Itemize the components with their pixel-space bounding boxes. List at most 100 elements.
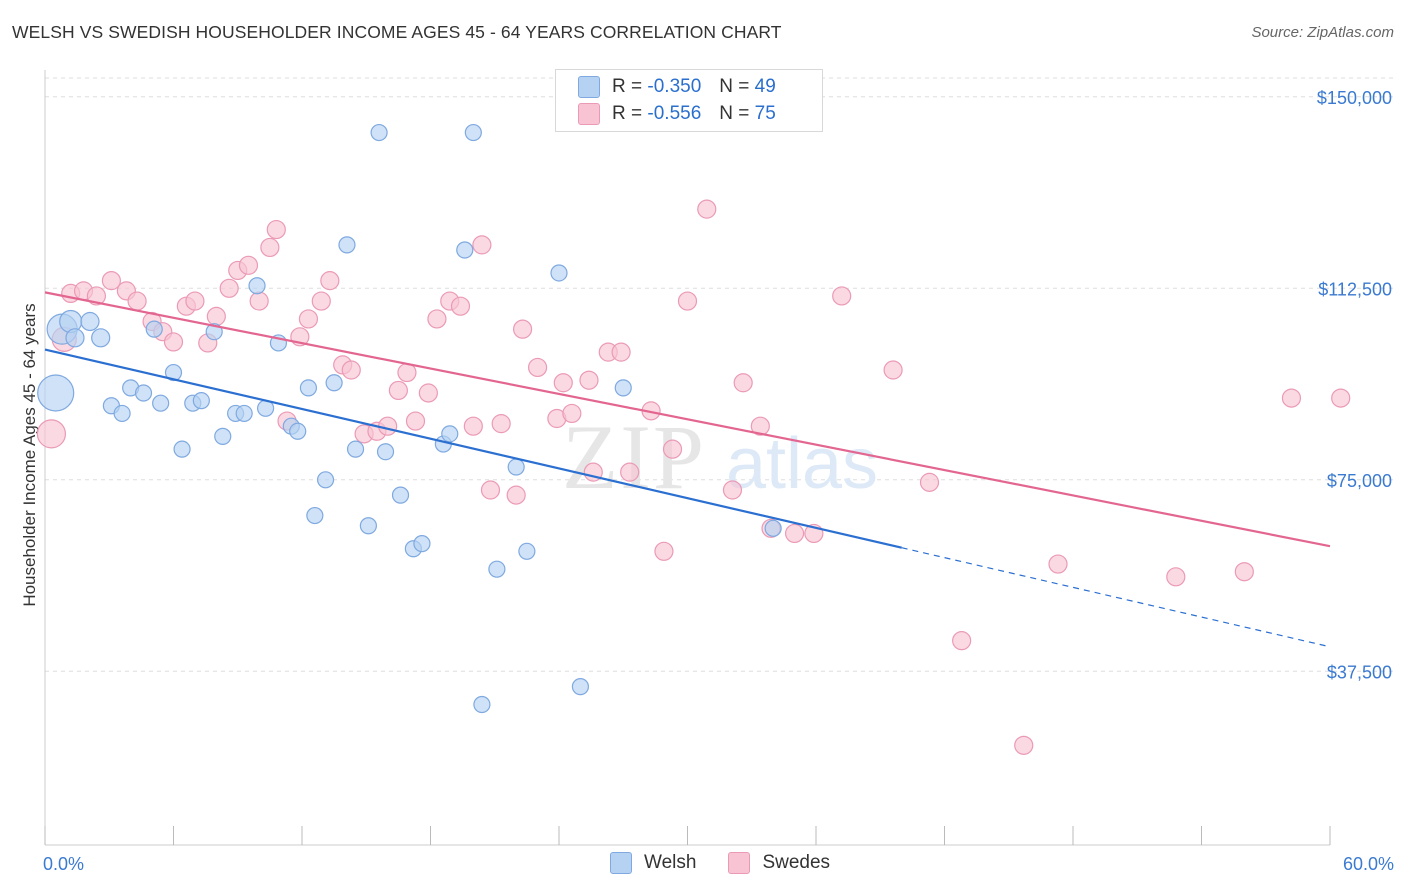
welsh-point (164, 363, 183, 382)
welsh-point (306, 506, 324, 525)
welsh-trend-extension (901, 547, 1331, 648)
legend-row-swedes: R = -0.556 N = 75 (578, 101, 776, 127)
welsh-point (456, 241, 474, 259)
axes (44, 70, 1331, 846)
swedes-point (1048, 554, 1068, 574)
x-tick-label-max: 60.0% (1343, 854, 1394, 874)
watermark: ZIP atlas (562, 406, 878, 508)
welsh-r-label: R = (612, 76, 643, 97)
welsh-swatch (578, 76, 600, 98)
swedes-point (750, 416, 770, 436)
welsh-n-value: 49 (754, 76, 776, 97)
swedes-point (1166, 567, 1186, 587)
welsh-point (441, 425, 459, 443)
swedes-trend-line (44, 291, 1331, 548)
swedes-point (1281, 388, 1302, 408)
swedes-swatch (578, 103, 600, 125)
swedes-point (163, 332, 184, 352)
welsh-r-value: -0.350 (647, 76, 702, 97)
swedes-point (238, 255, 259, 275)
welsh-point (145, 320, 163, 338)
swedes-point (463, 416, 483, 436)
swedes-point (784, 523, 805, 544)
welsh-point (413, 535, 431, 553)
swedes-point (320, 271, 340, 291)
tick-labels: $37,500 $75,000 $112,500 $150,000 0.0% 60.0% (43, 88, 1394, 874)
welsh-point (325, 374, 343, 392)
welsh-point (359, 517, 377, 535)
swedes-n-label: N = (719, 103, 750, 124)
legend-welsh-label: Welsh (644, 852, 697, 873)
legend-swedes-swatch (728, 852, 751, 874)
welsh-point (571, 678, 590, 696)
swedes-point (952, 631, 972, 651)
swedes-point (611, 342, 631, 362)
welsh-point (346, 440, 365, 458)
welsh-point (134, 384, 153, 402)
swedes-point (388, 380, 408, 401)
legend-row-welsh: R = -0.350 N = 49 (578, 74, 776, 100)
legend-welsh-swatch (610, 852, 632, 874)
swedes-point (553, 373, 573, 393)
watermark-zip: ZIP (562, 406, 706, 508)
swedes-point (405, 411, 426, 431)
welsh-point (473, 695, 491, 714)
welsh-point (289, 422, 307, 440)
swedes-point (298, 309, 319, 329)
welsh-point (550, 264, 568, 282)
welsh-point (214, 427, 232, 445)
y-tick-label: $112,500 (1318, 279, 1392, 299)
source-label: Source: ZipAtlas.com (1251, 24, 1394, 41)
welsh-point (338, 236, 356, 254)
welsh-point (113, 404, 131, 423)
swedes-r-label: R = (612, 103, 643, 124)
swedes-point (579, 370, 599, 390)
stats-legend: R = -0.350 N = 49 R = -0.556 N = 75 (555, 69, 823, 132)
swedes-point (378, 416, 398, 436)
welsh-trend-line (44, 348, 902, 549)
welsh-point (764, 519, 782, 537)
swedes-point (206, 306, 226, 326)
welsh-point (370, 123, 388, 142)
swedes-n-value: 75 (754, 103, 776, 124)
swedes-point (480, 480, 501, 500)
welsh-point (391, 486, 410, 504)
swedes-point (472, 235, 492, 255)
watermark-atlas: atlas (726, 424, 878, 504)
swedes-point (562, 403, 582, 424)
swedes-point (697, 199, 717, 219)
swedes-point (341, 360, 361, 380)
swedes-point (919, 472, 940, 492)
y-tick-label: $37,500 (1327, 662, 1392, 682)
welsh-point (316, 471, 335, 489)
swedes-point (883, 360, 903, 380)
welsh-point (65, 328, 85, 348)
swedes-point (249, 291, 269, 311)
welsh-point (80, 311, 100, 332)
legend-swedes-label: Swedes (762, 852, 831, 873)
y-tick-label: $150,000 (1317, 88, 1392, 108)
swedes-point (427, 309, 447, 329)
swedes-point (1014, 735, 1034, 755)
swedes-point (260, 237, 280, 258)
swedes-point (506, 485, 526, 505)
swedes-point (654, 541, 674, 561)
swedes-point (185, 291, 205, 311)
welsh-point (488, 560, 506, 578)
welsh-point (152, 394, 170, 412)
swedes-point (101, 271, 121, 291)
swedes-point (1331, 388, 1351, 408)
welsh-point (248, 277, 266, 295)
swedes-point (86, 286, 107, 306)
swedes-point (1234, 562, 1254, 582)
swedes-point (36, 419, 67, 449)
x-tick-label-min: 0.0% (43, 854, 84, 874)
welsh-point (518, 542, 536, 560)
swedes-point (527, 357, 548, 378)
welsh-point (299, 379, 318, 397)
swedes-point (219, 278, 239, 298)
welsh-points (37, 123, 782, 714)
swedes-point (662, 439, 683, 459)
welsh-point (192, 392, 210, 410)
